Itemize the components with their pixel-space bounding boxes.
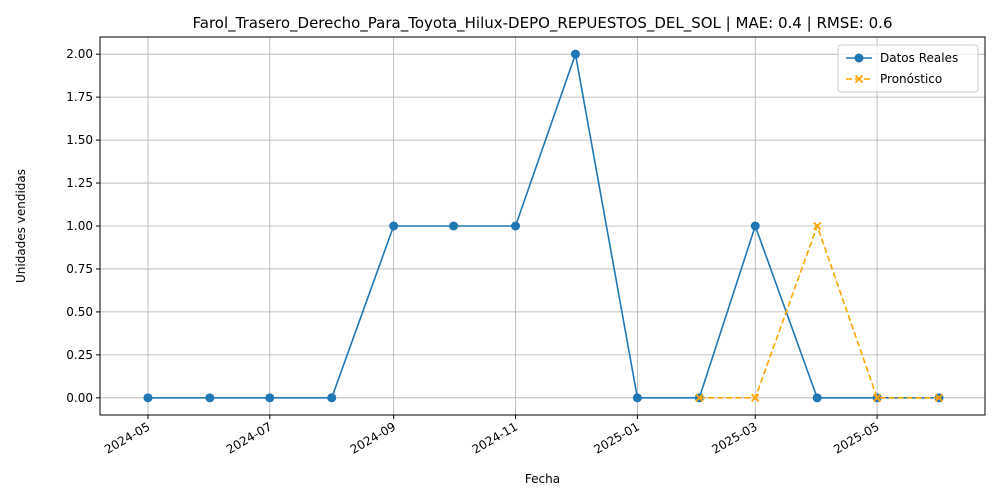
data-point [570,49,580,59]
x-tick-label: 2025-05 [831,419,881,456]
legend-label: Pronóstico [880,72,942,86]
grid [100,37,985,415]
y-tick-label: 0.25 [66,348,93,362]
data-point [205,393,215,403]
y-tick-label: 1.75 [66,90,93,104]
y-tick-label: 2.00 [66,47,93,61]
x-tick-label: 2025-01 [591,419,641,456]
data-point [813,221,822,231]
data-point [632,393,642,403]
data-point [812,393,822,403]
series-1 [695,221,944,402]
legend-box [837,44,979,93]
data-point [751,393,760,402]
y-tick-label: 0.50 [66,305,93,319]
data-point [750,221,760,231]
data-point [511,221,521,231]
axis-ticks: 2024-05 2024-07 2024-09 2024-11 2025-01 2025-… [66,47,881,456]
chart-title: Farol_Trasero_Derecho_Para_Toyota_Hilux-… [193,14,893,33]
legend-label: Datos Reales [880,51,958,65]
x-axis-title: Fecha [525,472,560,486]
data-point [449,221,459,231]
series [143,49,944,403]
y-tick-label: 1.25 [66,176,93,190]
y-tick-label: 0.00 [66,391,93,405]
data-point [143,393,153,403]
legend-item: Datos Reales [846,51,958,65]
x-tick-label: 2025-03 [709,419,759,456]
data-point [265,393,275,403]
data-point [695,393,704,402]
x-tick-label: 2024-11 [470,419,520,456]
legend: Datos Reales Pronóstico [837,44,979,93]
legend-marker [854,74,864,84]
data-point [327,393,337,403]
data-point [872,393,882,402]
y-tick-label: 1.50 [66,133,93,147]
legend-item: Pronóstico [846,72,942,86]
data-point [934,393,944,402]
data-point [389,221,399,231]
legend-marker [854,53,864,63]
series-line [147,51,940,399]
y-tick-label: 0.75 [66,262,93,276]
y-axis-title: Unidades vendidas [14,169,28,283]
y-tick-label: 1.00 [66,219,93,233]
x-tick-label: 2024-05 [102,419,152,456]
x-tick-label: 2024-07 [224,419,274,456]
x-tick-label: 2024-09 [348,419,398,456]
